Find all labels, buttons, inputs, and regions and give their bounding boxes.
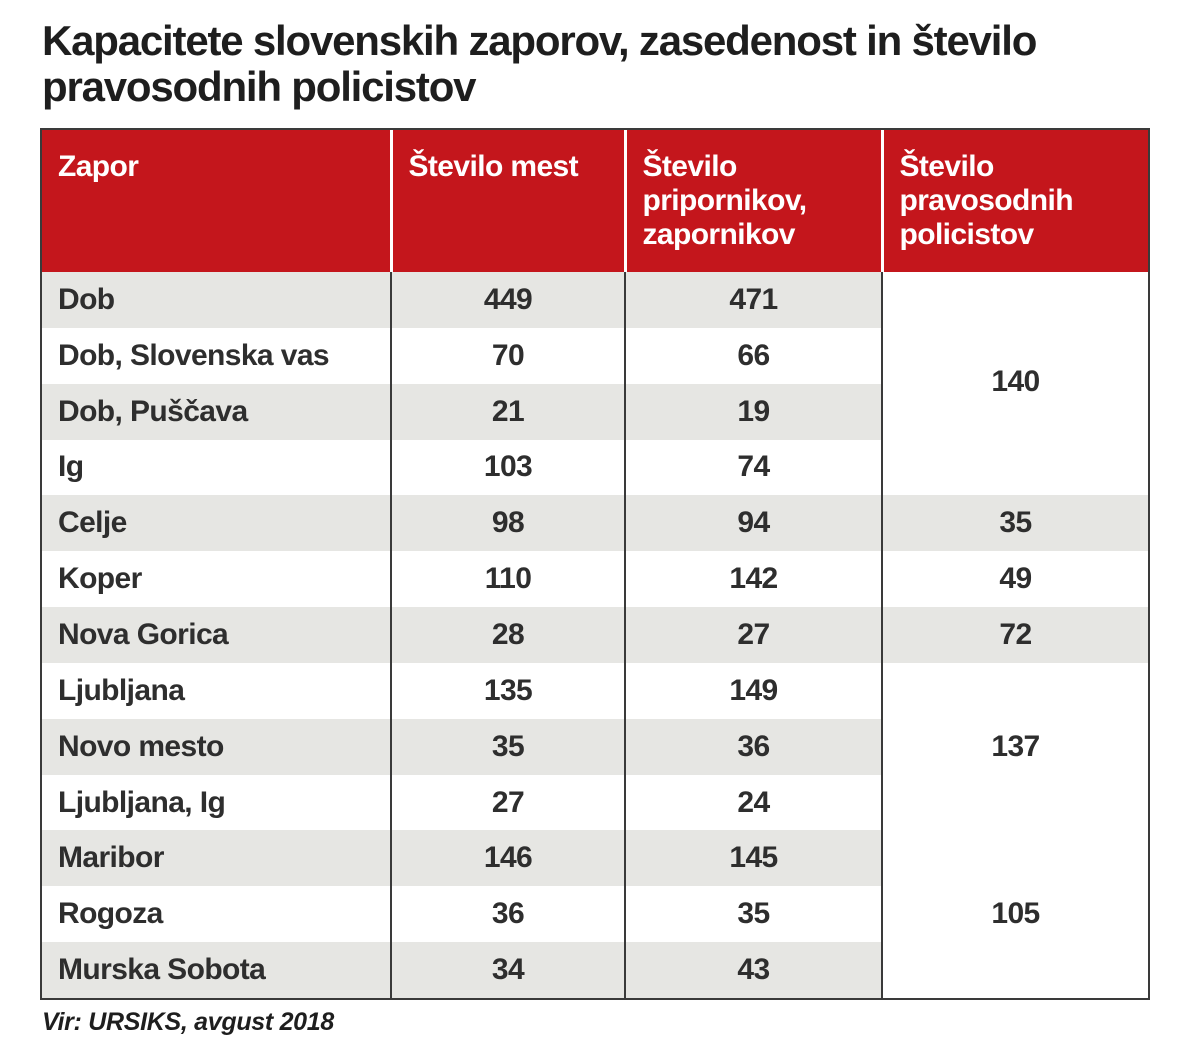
table-body: Dob 449 471 140 Dob, Slovenska vas 70 66 Dob, P… (42, 272, 1148, 998)
cell-stevilo-zapornikov: 74 (624, 439, 882, 496)
cell-stevilo-mest: 27 (390, 774, 625, 831)
cell-stevilo-zapornikov: 471 (624, 272, 882, 328)
cell-zapor: Maribor (42, 830, 391, 887)
table-row: Nova Gorica 28 27 72 (42, 607, 1148, 663)
table-row: Rogoza 36 35 (42, 886, 1148, 943)
cell-stevilo-mest: 110 (390, 551, 625, 608)
cell-stevilo-zapornikov: 94 (624, 495, 882, 552)
table-row: Koper 110 142 49 (42, 551, 1148, 608)
cell-stevilo-mest: 21 (390, 383, 625, 440)
table-row: Celje 98 94 35 (42, 495, 1148, 552)
cell-stevilo-zapornikov: 27 (624, 607, 882, 663)
cell-zapor: Murska Sobota (42, 942, 391, 998)
cell-zapor: Novo mesto (42, 718, 391, 775)
header-zapor: Zapor (42, 130, 391, 272)
cell-stevilo-mest: 98 (390, 495, 625, 552)
cell-stevilo-mest: 146 (390, 830, 625, 887)
source-note: Vir: URSIKS, avgust 2018 (42, 1008, 334, 1036)
prison-capacity-table: Zapor Število mest Število pripornikov, … (40, 128, 1150, 1000)
cell-zapor: Ljubljana (58, 673, 185, 707)
cell-stevilo-zapornikov: 24 (624, 774, 882, 831)
cell-stevilo-mest: 135 (390, 662, 625, 719)
cell-stevilo-policistov: 140 (881, 272, 1148, 496)
cell-stevilo-zapornikov: 36 (624, 718, 882, 775)
cell-zapor: Ljubljana, Ig (58, 785, 226, 819)
header-stevilo-mest: Število mest (389, 130, 625, 272)
cell-zapor: Rogoza (58, 897, 163, 931)
cell-stevilo-zapornikov: 35 (624, 886, 882, 943)
cell-zapor: Koper (58, 562, 142, 596)
cell-stevilo-mest: 34 (390, 942, 625, 998)
table-row: Dob, Puščava 21 19 (42, 383, 1148, 440)
cell-stevilo-zapornikov: 145 (624, 830, 882, 887)
cell-stevilo-mest: 28 (390, 607, 625, 663)
cell-zapor: Dob, Slovenska vas (58, 338, 330, 372)
cell-zapor: Dob, Puščava (42, 383, 391, 440)
cell-zapor: Nova Gorica (42, 607, 391, 663)
table-row: Ig 103 74 (42, 439, 1148, 496)
table-row: Dob, Slovenska vas 70 66 (42, 327, 1148, 384)
cell-stevilo-zapornikov: 149 (624, 662, 882, 719)
cell-stevilo-mest: 70 (390, 327, 625, 384)
table-row: Ljubljana 135 149 137 (42, 662, 1148, 831)
cell-stevilo-zapornikov: 43 (624, 942, 882, 998)
cell-stevilo-policistov: 137 (881, 662, 1148, 831)
cell-stevilo-zapornikov: 142 (624, 551, 882, 608)
table-row: Maribor 146 145 105 (42, 830, 1148, 998)
cell-stevilo-mest: 36 (390, 886, 625, 943)
cell-stevilo-policistov: 105 (881, 830, 1148, 998)
cell-stevilo-mest: 103 (390, 439, 625, 496)
table-header-row: Zapor Število mest Število pripornikov, … (42, 130, 1148, 272)
cell-zapor: Dob (42, 272, 391, 328)
cell-stevilo-policistov: 35 (881, 495, 1148, 552)
cell-stevilo-policistov: 49 (881, 551, 1148, 608)
cell-stevilo-zapornikov: 66 (624, 327, 882, 384)
cell-zapor: Celje (42, 495, 391, 552)
table-row: Ljubljana, Ig 27 24 (42, 774, 1148, 831)
cell-stevilo-zapornikov: 19 (624, 383, 882, 440)
chart-title: Kapacitete slovenskih zaporov, zasedenos… (42, 17, 1037, 110)
table-row: Murska Sobota 34 43 (42, 942, 1148, 998)
table-row: Novo mesto 35 36 (42, 718, 1148, 775)
header-stevilo-zapornikov: Število pripornikov, zapornikov (623, 130, 882, 272)
cell-zapor: Ig (58, 450, 84, 484)
cell-stevilo-mest: 35 (390, 718, 625, 775)
table-row: Dob 449 471 140 (42, 272, 1148, 496)
header-stevilo-policistov: Število pravosodnih policistov (880, 130, 1148, 272)
cell-stevilo-mest: 449 (390, 272, 625, 328)
cell-stevilo-policistov: 72 (881, 607, 1148, 663)
